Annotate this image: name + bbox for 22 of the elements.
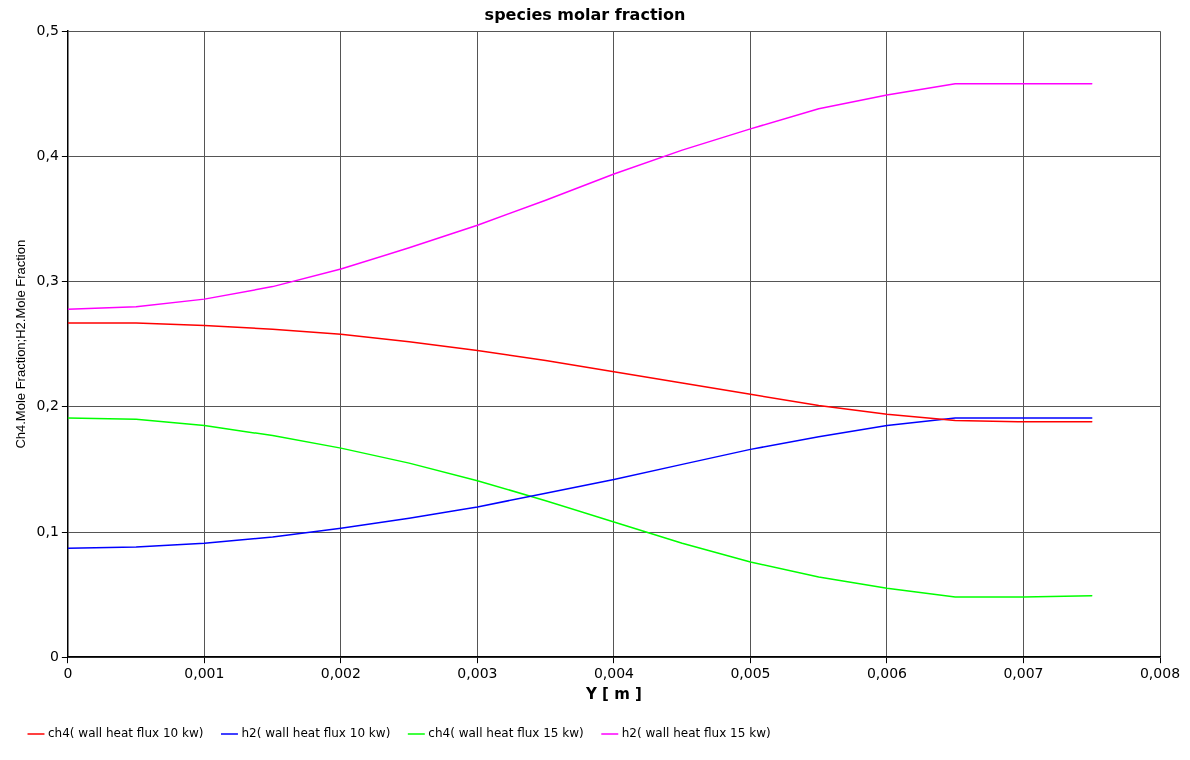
y-tick-label: 0,5 (36, 21, 59, 38)
y-tick-label: 0,2 (36, 397, 59, 414)
x-axis-title: Y [ m ] (584, 684, 642, 703)
legend-label: ch4( wall heat flux 15 kw) (428, 726, 584, 741)
x-tick-label: 0,005 (730, 665, 771, 682)
x-tick-label: 0,008 (1139, 665, 1181, 682)
y-tick-label: 0,1 (36, 522, 59, 539)
y-tick-label: 0,4 (36, 147, 59, 164)
x-tick-label: 0,001 (184, 665, 225, 682)
legend-label: h2( wall heat flux 10 kw) (241, 726, 391, 741)
legend-label: ch4( wall heat flux 10 kw) (48, 726, 204, 741)
legend-label: h2( wall heat flux 15 kw) (621, 726, 771, 741)
x-tick-label: 0,002 (320, 665, 361, 682)
y-tick-label: 0,3 (36, 272, 59, 289)
y-tick-label: 0 (49, 647, 59, 664)
x-tick-label: 0 (63, 665, 73, 682)
x-tick-label: 0,006 (866, 665, 908, 682)
chart-title: species molar fraction (484, 4, 686, 24)
x-tick-label: 0,003 (457, 665, 498, 682)
x-tick-label: 0,004 (593, 665, 635, 682)
y-axis-title: Ch4.Mole Fraction;H2.Mole Fraction (13, 239, 29, 449)
x-tick-label: 0,007 (1003, 665, 1044, 682)
